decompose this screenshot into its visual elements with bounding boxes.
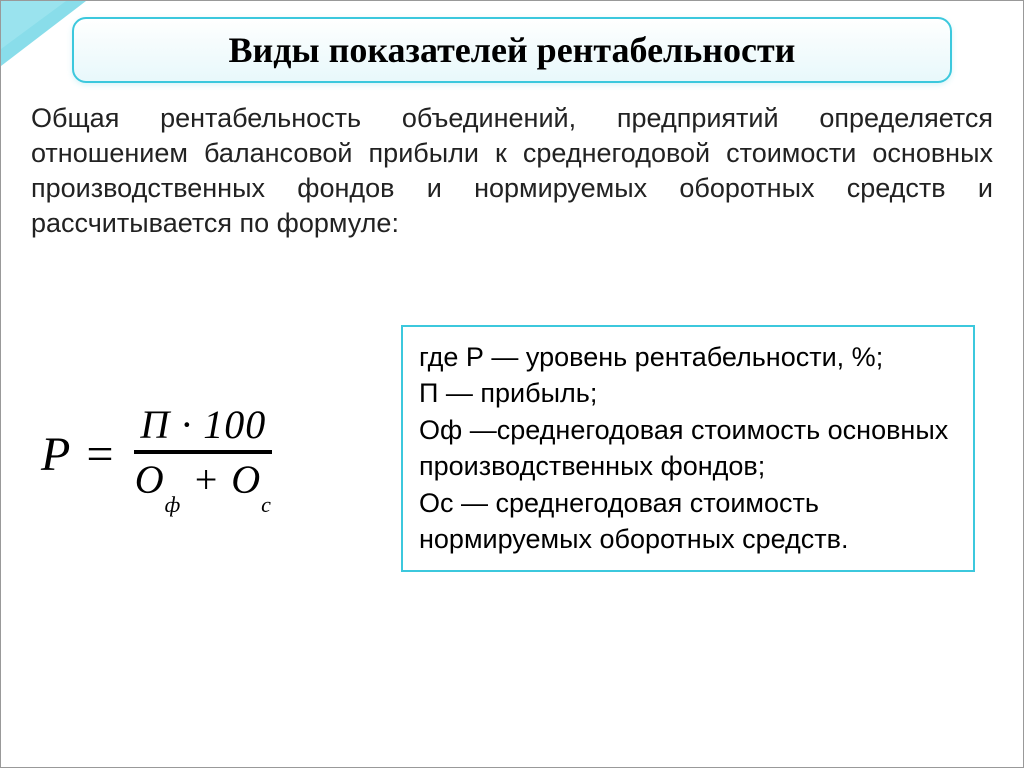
formula-denominator: Оф + Ос — [129, 454, 278, 508]
den-plus: + — [181, 457, 231, 502]
slide-title: Виды показателей рентабельности — [94, 29, 930, 71]
legend-line-4: Ос — среднегодовая стоимость нормируемых… — [419, 485, 957, 558]
formula-fraction: П · 100 Оф + Ос — [129, 401, 278, 508]
legend-line-3: Оф —среднегодовая стоимость основных про… — [419, 412, 957, 485]
slide-container: Виды показателей рентабельности Общая ре… — [0, 0, 1024, 768]
legend-box: где Р — уровень рентабельности, %; П — п… — [401, 325, 975, 572]
title-box: Виды показателей рентабельности — [72, 17, 952, 83]
formula-equals: = — [83, 427, 116, 482]
formula: Р = П · 100 Оф + Ос — [41, 401, 278, 508]
formula-numerator: П · 100 — [134, 401, 272, 454]
den-O1: О — [135, 457, 165, 502]
formula-lhs: Р — [41, 427, 71, 482]
den-O2: О — [231, 457, 261, 502]
intro-paragraph: Общая рентабельность объединений, предпр… — [31, 101, 993, 241]
legend-line-1: где Р — уровень рентабельности, %; — [419, 339, 957, 375]
legend-line-2: П — прибыль; — [419, 375, 957, 411]
den-sub2: с — [261, 492, 272, 517]
den-sub1: ф — [165, 492, 182, 517]
